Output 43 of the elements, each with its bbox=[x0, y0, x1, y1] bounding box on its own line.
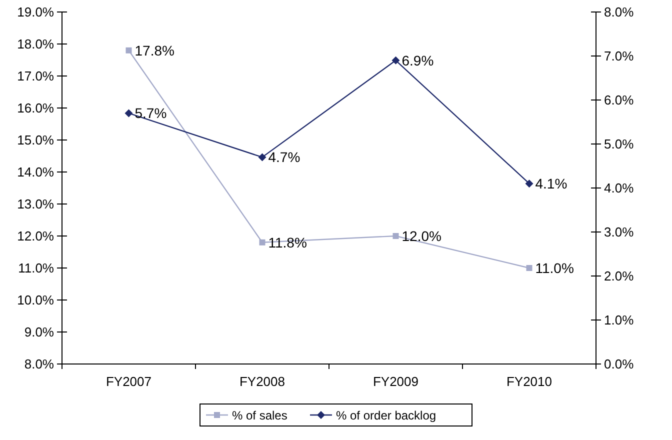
y2-tick-label: 4.0% bbox=[604, 180, 634, 196]
y-tick-label: 16.0% bbox=[17, 100, 54, 116]
y-tick-label: 15.0% bbox=[17, 132, 54, 148]
point bbox=[526, 265, 532, 271]
y2-tick-label: 2.0% bbox=[604, 268, 634, 284]
y-tick-label: 11.0% bbox=[18, 260, 54, 276]
y2-tick-label: 8.0% bbox=[604, 4, 634, 20]
y-tick-label: 9.0% bbox=[24, 324, 54, 340]
point bbox=[392, 56, 400, 64]
x-tick-label: FY2008 bbox=[239, 374, 286, 389]
x-tick-label: FY2010 bbox=[506, 374, 552, 389]
point bbox=[124, 109, 133, 118]
point bbox=[259, 239, 266, 246]
point bbox=[126, 47, 132, 54]
data-label: 6.9% bbox=[402, 52, 434, 68]
data-label: 4.7% bbox=[268, 149, 300, 166]
y2-tick-label: 0.0% bbox=[604, 356, 634, 372]
x-tick-label: FY2007 bbox=[106, 374, 152, 389]
data-label: 4.1% bbox=[535, 176, 568, 192]
y-tick-label: 8.0% bbox=[24, 356, 54, 372]
legend-label: % of order backlog bbox=[336, 408, 436, 422]
y-tick-label: 19.0% bbox=[17, 4, 54, 20]
y-tick-label: 10.0% bbox=[17, 292, 54, 308]
y-tick-label: 18.0% bbox=[17, 36, 54, 52]
data-label: 12.0% bbox=[402, 228, 442, 244]
y2-tick-label: 6.0% bbox=[604, 92, 634, 108]
x-tick-label: FY2009 bbox=[372, 374, 419, 389]
data-label: 11.8% bbox=[268, 234, 307, 250]
y-tick-label: 17.0% bbox=[17, 68, 54, 84]
point bbox=[525, 180, 534, 188]
y2-tick-label: 3.0% bbox=[604, 224, 634, 240]
y2-tick-label: 7.0% bbox=[604, 48, 634, 64]
point bbox=[258, 153, 266, 162]
y2-tick-label: 1.0% bbox=[604, 312, 634, 328]
y-tick-label: 14.0% bbox=[17, 164, 54, 180]
data-label: 17.8% bbox=[134, 42, 174, 58]
legend-label: % of sales bbox=[232, 408, 288, 422]
y2-tick-label: 5.0% bbox=[604, 136, 634, 152]
data-label: 5.7% bbox=[134, 105, 167, 122]
point bbox=[392, 233, 399, 239]
y-tick-label: 13.0% bbox=[17, 196, 54, 212]
data-label: 11.0% bbox=[535, 260, 574, 276]
y-tick-label: 12.0% bbox=[17, 228, 54, 244]
